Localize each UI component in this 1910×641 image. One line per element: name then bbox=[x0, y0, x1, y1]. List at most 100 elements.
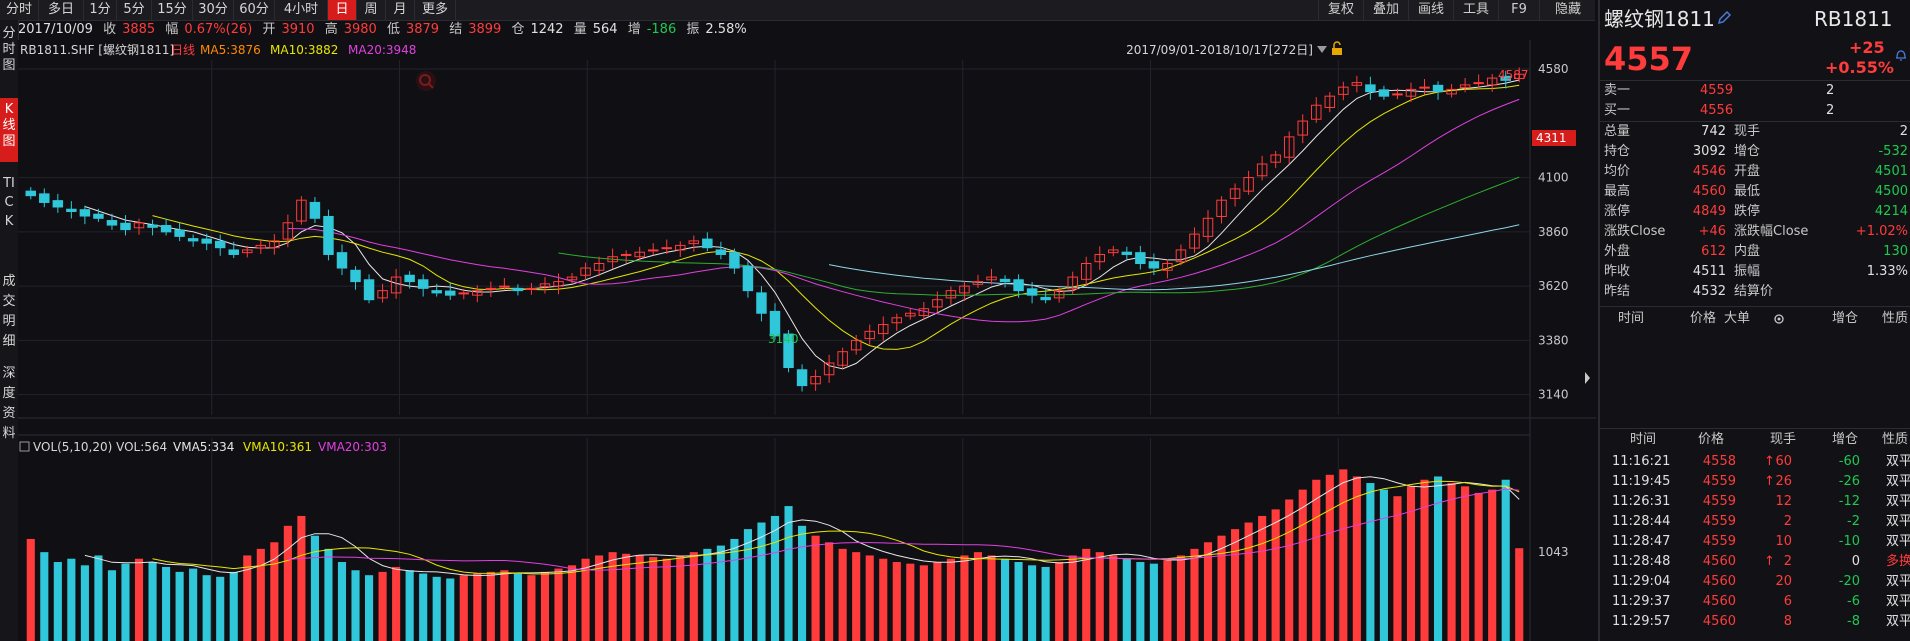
volume-bar bbox=[364, 575, 374, 641]
tab-kline-view[interactable]: K线图 bbox=[0, 98, 18, 162]
tab-weekly[interactable]: 周 bbox=[357, 0, 386, 20]
trade-volume: 2 bbox=[1783, 554, 1792, 569]
volume-bar bbox=[852, 552, 861, 641]
candle-body bbox=[336, 252, 348, 269]
candle-body bbox=[1040, 296, 1051, 301]
volume-bar bbox=[527, 575, 536, 641]
tab-tick-view[interactable]: TICK bbox=[3, 176, 15, 229]
price-tick-label: 3140 bbox=[1538, 388, 1569, 402]
f9-button[interactable]: F9 bbox=[1498, 0, 1539, 20]
volume-bar bbox=[1258, 515, 1267, 641]
low-marker-label: 3140 bbox=[768, 332, 799, 346]
tab-60min[interactable]: 60分 bbox=[234, 0, 275, 20]
volume-bar bbox=[892, 562, 901, 641]
trade-arrow-icon: ↑ bbox=[1764, 554, 1775, 569]
tab-depth-view[interactable]: 深度资料 bbox=[2, 366, 16, 441]
tab-4hour[interactable]: 4小时 bbox=[275, 0, 328, 20]
volume-bar bbox=[1515, 548, 1524, 641]
adjust-button[interactable]: 复权 bbox=[1318, 0, 1363, 20]
volume-bar bbox=[1366, 483, 1375, 641]
candle-body bbox=[932, 299, 943, 308]
hide-button[interactable]: 隐藏 bbox=[1539, 0, 1596, 20]
tab-15min[interactable]: 15分 bbox=[152, 0, 193, 20]
volume-bar bbox=[513, 573, 522, 641]
tab-daily[interactable]: 日 bbox=[328, 0, 357, 20]
volume-bar bbox=[405, 570, 414, 641]
candle-body bbox=[472, 290, 483, 296]
range-dropdown-icon[interactable] bbox=[1317, 46, 1327, 53]
stat-label: 涨停 bbox=[1604, 204, 1631, 219]
volume-bar bbox=[1041, 566, 1050, 641]
tab-timeshare[interactable]: 分时 bbox=[0, 0, 39, 20]
volume-settings-icon[interactable] bbox=[19, 441, 30, 452]
tab-trade-detail-view[interactable]: 成交明细 bbox=[2, 274, 16, 349]
lock-icon[interactable] bbox=[1332, 41, 1342, 55]
candle-body bbox=[1026, 288, 1038, 296]
tools-button[interactable]: 工具 bbox=[1453, 0, 1498, 20]
volume-bar bbox=[419, 573, 428, 641]
low-value: 3879 bbox=[405, 22, 440, 37]
price-change: +25 bbox=[1849, 38, 1885, 57]
volume-bar bbox=[486, 571, 495, 641]
volume-bar bbox=[811, 535, 820, 641]
candle-body bbox=[1080, 263, 1092, 280]
overlay-button[interactable]: 叠加 bbox=[1363, 0, 1408, 20]
trade-increase: -2 bbox=[1847, 514, 1860, 529]
stat-label: 总量 bbox=[1604, 124, 1631, 139]
bell-icon[interactable] bbox=[1894, 48, 1908, 62]
search-icon[interactable] bbox=[416, 71, 436, 91]
trade-price: 4558 bbox=[1702, 454, 1736, 469]
tab-5min[interactable]: 5分 bbox=[117, 0, 152, 20]
stat-label: 跌停 bbox=[1734, 204, 1761, 219]
settings-gear-icon[interactable] bbox=[1772, 312, 1786, 326]
tab-multiday[interactable]: 多日 bbox=[39, 0, 84, 20]
draw-button[interactable]: 画线 bbox=[1408, 0, 1453, 20]
expand-panel-icon[interactable] bbox=[1585, 372, 1590, 384]
trade-increase: -20 bbox=[1838, 574, 1860, 589]
volume-bar bbox=[1461, 486, 1470, 641]
volume-bar bbox=[662, 558, 671, 641]
price-tick-label: 3620 bbox=[1538, 279, 1569, 293]
tab-more[interactable]: 更多 bbox=[415, 0, 456, 20]
volume-bar bbox=[946, 558, 955, 641]
tab-30min[interactable]: 30分 bbox=[193, 0, 234, 20]
candle-body bbox=[1189, 233, 1200, 249]
volume-bar bbox=[595, 555, 604, 641]
candle-body bbox=[242, 249, 253, 254]
volume-bar bbox=[378, 571, 387, 641]
price-tick-label: 4580 bbox=[1538, 62, 1569, 76]
candle-body bbox=[878, 324, 889, 335]
period-label: 日线 bbox=[171, 43, 195, 57]
volume-bar bbox=[1136, 562, 1145, 641]
amp-value: 2.58% bbox=[705, 22, 747, 37]
candle-body bbox=[1148, 261, 1160, 269]
top-header-time: 时间 bbox=[1618, 311, 1645, 326]
stat-value: 2 bbox=[1899, 124, 1908, 139]
trade-header-inc: 增仓 bbox=[1832, 432, 1859, 447]
volume-bar bbox=[310, 535, 319, 641]
candle-body bbox=[810, 376, 821, 385]
top-header-bigorder: 大单 bbox=[1724, 311, 1751, 326]
trade-volume: 8 bbox=[1783, 614, 1792, 629]
volume-bar bbox=[1406, 486, 1416, 641]
oi-label: 仓 bbox=[511, 22, 525, 37]
tab-1min[interactable]: 1分 bbox=[84, 0, 117, 20]
candle-body bbox=[1053, 290, 1065, 299]
trade-price: 4560 bbox=[1702, 594, 1736, 609]
tab-monthly[interactable]: 月 bbox=[386, 0, 415, 20]
candle-body bbox=[1446, 88, 1457, 95]
trade-price: 4559 bbox=[1702, 494, 1736, 509]
volume-bar bbox=[1163, 560, 1172, 641]
stat-value: 130 bbox=[1883, 244, 1908, 259]
quote-panel: 螺纹钢1811 RB1811 4557 +25 +0.55% 卖一 4559 2… bbox=[1598, 0, 1910, 641]
volume-bar bbox=[784, 506, 793, 641]
edit-icon[interactable] bbox=[1716, 10, 1732, 26]
trade-increase: -26 bbox=[1838, 474, 1860, 489]
candle-body bbox=[52, 200, 64, 208]
tab-timeshare-view[interactable]: 分时图 bbox=[2, 26, 16, 73]
volume-bar bbox=[446, 578, 455, 641]
volume-bar bbox=[162, 566, 171, 641]
volume-bar bbox=[459, 575, 468, 641]
volume-bar bbox=[121, 563, 130, 641]
kline-chart[interactable]: RB1811.SHF [螺纹钢1811] 日线 MA5:3876 MA10:38… bbox=[18, 40, 1596, 641]
